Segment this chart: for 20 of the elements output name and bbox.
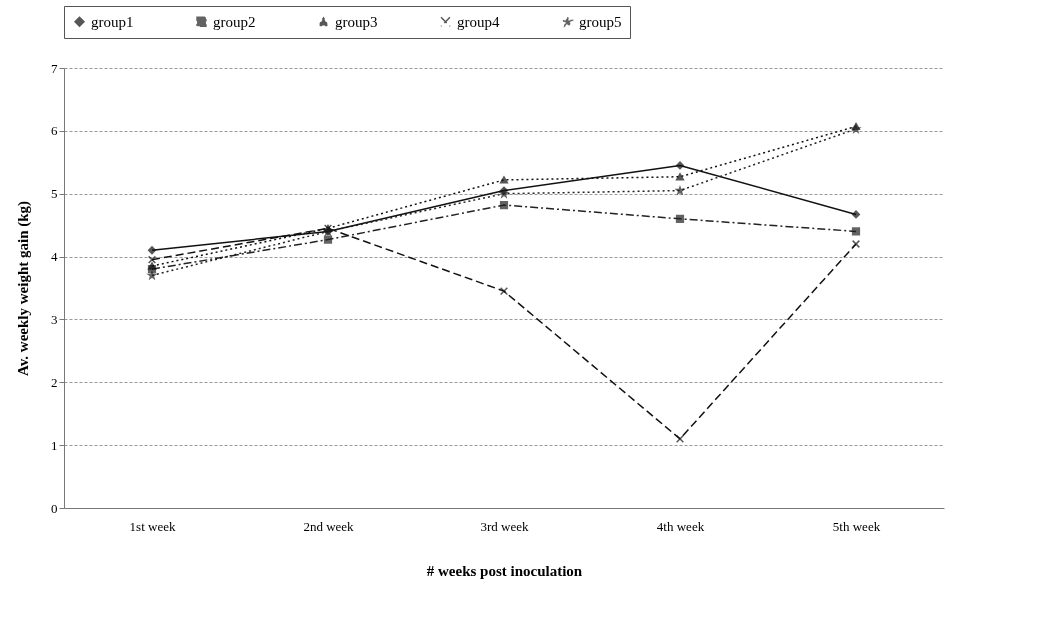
- y-tick-label: 7: [51, 60, 58, 76]
- legend-label: group3: [335, 13, 378, 30]
- y-tick-label: 4: [51, 249, 58, 265]
- legend-label: group1: [91, 13, 134, 30]
- y-tick-label: 2: [51, 374, 58, 390]
- y-tick-label: 3: [51, 311, 58, 327]
- y-axis-title: Av. weekly weight gain (kg): [15, 200, 32, 377]
- y-tick-label: 5: [51, 186, 58, 202]
- x-tick-label: 1st week: [129, 518, 176, 534]
- y-tick-label: 1: [51, 437, 58, 453]
- x-tick-label: 5th week: [832, 518, 881, 534]
- y-tick-label: 0: [51, 500, 58, 516]
- x-axis-title: # weeks post inoculation: [426, 562, 583, 579]
- legend-label: group2: [213, 13, 256, 30]
- x-tick-label: 4th week: [656, 518, 705, 534]
- legend-label: group4: [457, 13, 500, 30]
- legend-label: group5: [579, 13, 622, 30]
- y-tick-label: 6: [51, 123, 58, 139]
- x-tick-label: 3rd week: [480, 518, 529, 534]
- x-tick-label: 2nd week: [303, 518, 355, 534]
